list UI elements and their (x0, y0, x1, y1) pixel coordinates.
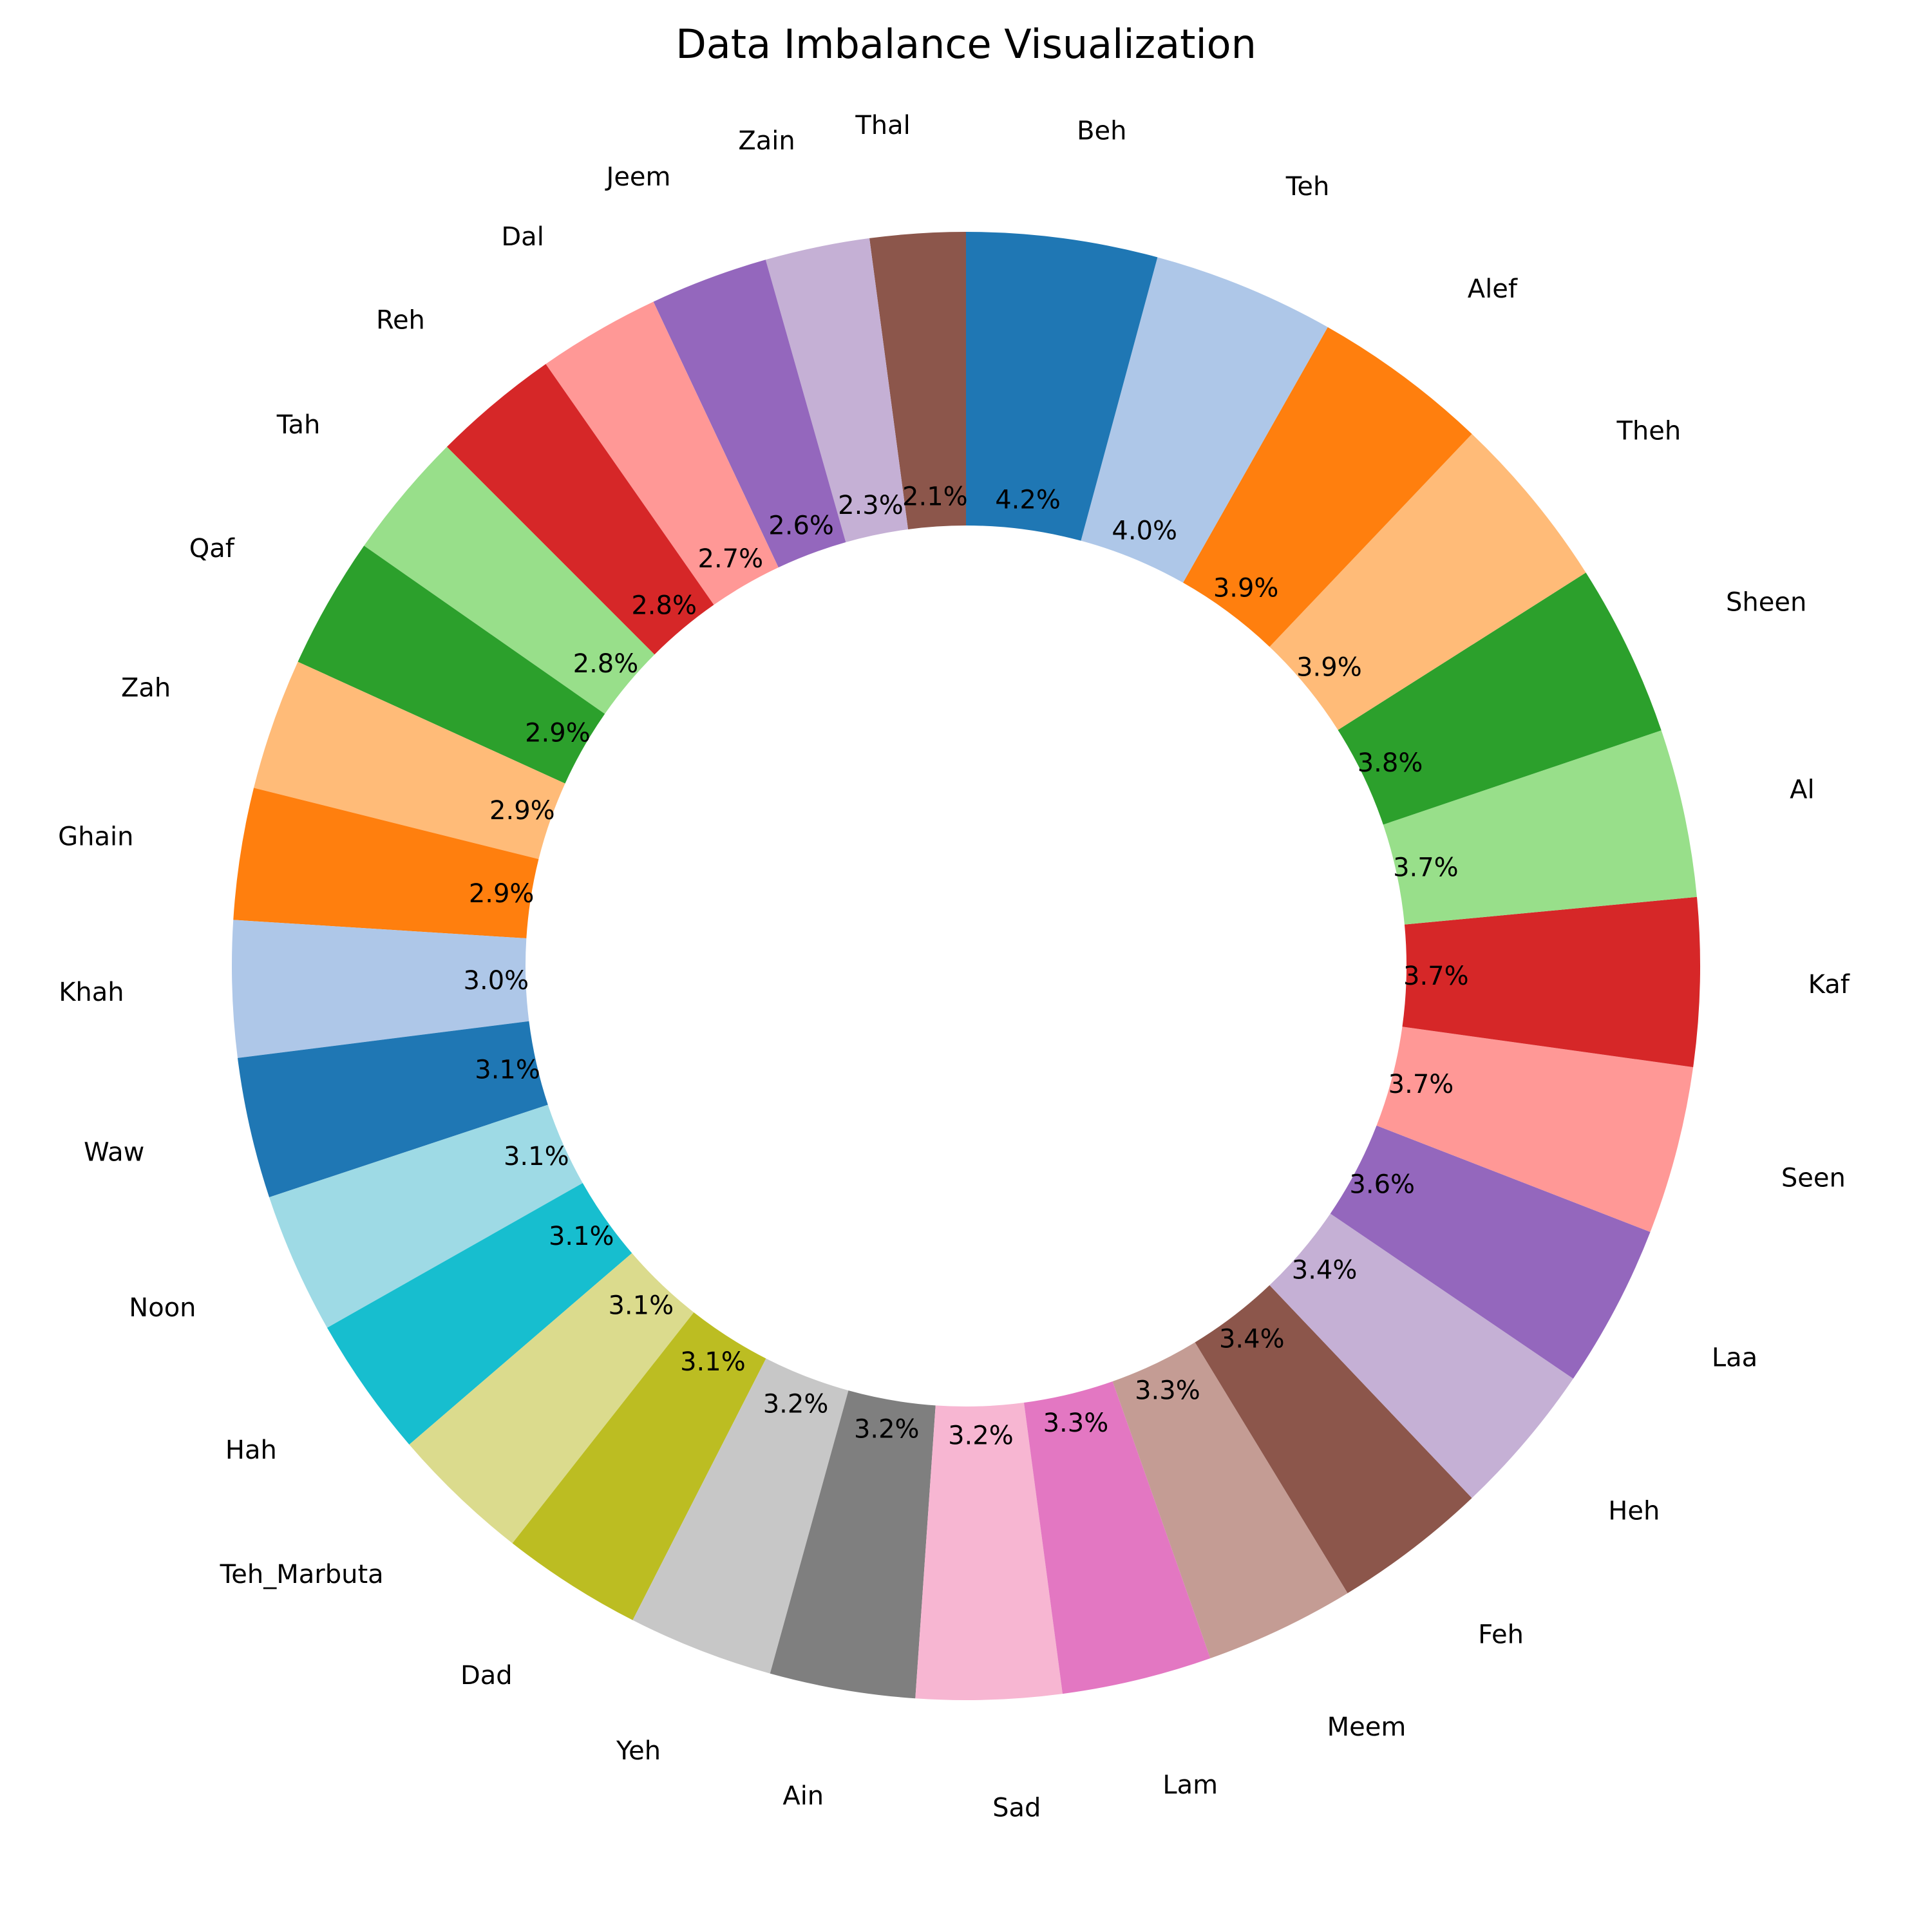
slice-percentage-reh: 2.8% (631, 591, 697, 620)
slice-percentage-yeh: 3.2% (763, 1389, 829, 1419)
slice-label-ghain: Ghain (58, 822, 133, 851)
slice-sheen (1338, 573, 1662, 825)
slice-percentage-lam: 3.3% (1043, 1408, 1109, 1438)
slice-label-reh: Reh (376, 305, 425, 335)
category-labels: Thal Zain Jeem Dal Reh Tah Qaf Zah Ghain Khah Waw N… (58, 111, 1850, 1823)
slice-seen (1376, 1027, 1694, 1232)
slice-percentage-heh: 3.4% (1292, 1255, 1358, 1285)
slice-percentage-alef: 3.9% (1213, 573, 1279, 603)
slice-label-zain: Zain (738, 126, 795, 156)
slice-meem (1112, 1342, 1348, 1659)
slice-percentage-dad: 3.1% (680, 1347, 746, 1377)
slice-percentage-teh-marbuta: 3.1% (608, 1291, 674, 1320)
slice-label-waw: Waw (84, 1137, 144, 1167)
slice-label-teh-marbuta: Teh_Marbuta (220, 1560, 384, 1589)
slice-label-alef: Alef (1468, 274, 1518, 304)
slice-percentage-al: 3.7% (1393, 853, 1459, 882)
slice-percentage-jeem: 2.6% (768, 511, 834, 540)
slice-teh (1081, 257, 1328, 583)
slice-percentage-theh: 3.9% (1296, 652, 1362, 682)
slice-label-dad: Dad (460, 1661, 513, 1690)
slice-label-teh: Teh (1285, 172, 1330, 202)
slice-label-al: Al (1790, 775, 1814, 805)
slice-label-beh: Beh (1077, 116, 1126, 146)
slice-zah (254, 661, 565, 860)
slice-hah (327, 1183, 632, 1445)
slice-percentage-noon: 3.1% (504, 1142, 569, 1171)
slice-beh (966, 232, 1158, 541)
slice-percentage-zah: 2.9% (489, 796, 555, 826)
slice-percentage-hah: 3.1% (549, 1222, 614, 1251)
slice-theh (1269, 433, 1586, 730)
slice-label-khah: Khah (59, 978, 124, 1007)
slice-label-meem: Meem (1327, 1712, 1406, 1742)
slice-percentage-laa: 3.6% (1349, 1170, 1415, 1200)
slice-label-dal: Dal (501, 222, 544, 252)
slice-tah (364, 446, 655, 714)
slice-percentage-seen: 3.7% (1388, 1070, 1454, 1099)
slice-al (1383, 730, 1697, 925)
slice-percentage-ghain: 2.9% (469, 879, 535, 909)
percentage-labels: 2.1%2.3%2.6%2.7%2.8%2.8%2.9%2.9%2.9%3.0%… (464, 482, 1469, 1451)
slice-ain (770, 1390, 936, 1699)
slice-yeh (632, 1358, 849, 1674)
slice-label-theh: Theh (1616, 416, 1681, 446)
slice-label-jeem: Jeem (605, 162, 671, 192)
slice-percentage-ain: 3.2% (854, 1415, 920, 1444)
slice-percentage-tah: 2.8% (573, 649, 639, 679)
slice-label-heh: Heh (1608, 1496, 1660, 1526)
slice-sad (915, 1403, 1063, 1701)
slice-jeem (653, 260, 846, 568)
slice-zain (765, 238, 909, 542)
slice-label-thal: Thal (855, 111, 910, 140)
slice-label-feh: Feh (1478, 1620, 1524, 1650)
slice-heh (1269, 1213, 1573, 1499)
slice-label-ain: Ain (782, 1781, 824, 1811)
slice-label-sad: Sad (992, 1793, 1041, 1823)
slice-percentage-beh: 4.2% (995, 485, 1061, 515)
slice-laa (1330, 1125, 1651, 1379)
slice-percentage-waw: 3.1% (475, 1055, 540, 1084)
slice-label-hah: Hah (225, 1435, 277, 1465)
slice-label-qaf: Qaf (189, 534, 235, 564)
slice-dad (512, 1312, 766, 1620)
slice-teh-marbuta (409, 1253, 694, 1544)
slice-label-lam: Lam (1162, 1770, 1218, 1800)
slice-lam (1023, 1381, 1211, 1694)
slice-label-yeh: Yeh (616, 1736, 661, 1766)
slice-label-sheen: Sheen (1726, 588, 1806, 618)
donut-slices (232, 232, 1700, 1701)
slice-reh (446, 364, 714, 655)
slice-label-kaf: Kaf (1808, 970, 1850, 999)
slice-label-zah: Zah (121, 674, 171, 703)
slice-percentage-khah: 3.0% (464, 966, 529, 996)
slice-percentage-meem: 3.3% (1135, 1376, 1200, 1406)
slice-noon (269, 1104, 583, 1328)
slice-feh (1195, 1285, 1472, 1593)
slice-thal (869, 232, 966, 529)
slice-percentage-kaf: 3.7% (1403, 961, 1469, 991)
slice-kaf (1402, 896, 1700, 1068)
chart-title: Data Imbalance Visualization (676, 21, 1256, 68)
slice-qaf (298, 545, 605, 784)
slice-alef (1183, 327, 1472, 647)
slice-percentage-feh: 3.4% (1219, 1325, 1285, 1354)
slice-percentage-thal: 2.1% (902, 482, 968, 512)
slice-khah (232, 920, 529, 1058)
slice-label-tah: Tah (276, 410, 321, 440)
slice-ghain (233, 788, 539, 939)
slice-dal (545, 301, 779, 605)
slice-percentage-qaf: 2.9% (525, 718, 591, 748)
slice-label-seen: Seen (1781, 1163, 1846, 1193)
slice-label-noon: Noon (129, 1293, 196, 1323)
slice-percentage-teh: 4.0% (1112, 516, 1177, 546)
slice-percentage-zain: 2.3% (838, 491, 904, 520)
slice-label-laa: Laa (1712, 1343, 1757, 1372)
slice-percentage-sheen: 3.8% (1358, 748, 1423, 778)
slice-percentage-dal: 2.7% (698, 544, 764, 574)
slice-waw (237, 1021, 548, 1198)
slice-percentage-sad: 3.2% (948, 1421, 1014, 1451)
